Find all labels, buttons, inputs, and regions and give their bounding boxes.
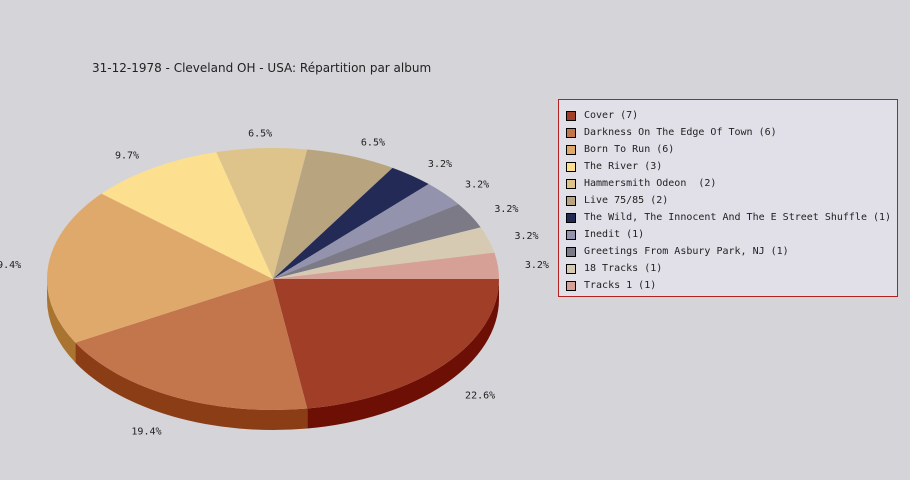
legend-item: 18 Tracks (1) — [566, 260, 897, 277]
legend-item: Live 75/85 (2) — [566, 192, 897, 209]
legend-swatch — [566, 127, 576, 138]
pie-slice-side — [75, 342, 308, 430]
legend-swatch — [566, 212, 576, 223]
legend-swatch — [566, 161, 576, 172]
legend-swatch — [566, 280, 576, 291]
legend-label: Tracks 1 (1) — [584, 280, 657, 291]
legend-label: Live 75/85 (2) — [584, 195, 669, 206]
legend-item: Inedit (1) — [566, 226, 897, 243]
legend-item: Born To Run (6) — [566, 141, 897, 158]
pie-labels: 22.6% 19.4% 19.4% 9.7% 6.5% 6.5% 3.2% 3.2% 3.2% 3… — [0, 128, 549, 437]
pie-slice-side — [307, 279, 499, 429]
pie-percent-label: 6.5% — [248, 128, 272, 139]
legend-label: Greetings From Asbury Park, NJ (1) — [584, 246, 789, 257]
pie-slice — [273, 227, 495, 279]
legend-label: The River (3) — [584, 161, 663, 172]
pie-percent-label: 19.4% — [131, 427, 161, 438]
pie-slice — [273, 167, 429, 279]
legend-label: Darkness On The Edge Of Town (6) — [584, 127, 777, 138]
legend-swatch — [566, 246, 576, 257]
pie-slice — [75, 279, 308, 410]
pie-slice — [47, 193, 273, 343]
pie-slice — [273, 184, 459, 279]
pie-tops — [47, 147, 499, 410]
legend-label: Born To Run (6) — [584, 144, 675, 155]
legend-swatch — [566, 229, 576, 240]
pie-percent-label: 6.5% — [361, 137, 385, 148]
pie-slice — [101, 152, 273, 279]
legend-item: The River (3) — [566, 158, 897, 175]
legend-item: Darkness On The Edge Of Town (6) — [566, 124, 897, 141]
legend-label: 18 Tracks (1) — [584, 263, 663, 274]
legend-label: Hammersmith Odeon (2) — [584, 178, 717, 189]
legend-label: The Wild, The Innocent And The E Street … — [584, 212, 892, 223]
pie-percent-label: 3.2% — [515, 231, 539, 242]
pie-slice — [216, 147, 308, 279]
legend-swatch — [566, 144, 576, 155]
pie-slice-side — [47, 279, 76, 363]
pie-slice — [273, 279, 499, 409]
legend: Cover (7) Darkness On The Edge Of Town (6… — [558, 99, 898, 297]
legend-swatch — [566, 195, 576, 206]
pie-percent-label: 3.2% — [525, 260, 549, 271]
legend-swatch — [566, 110, 576, 121]
legend-swatch — [566, 178, 576, 189]
legend-item: Tracks 1 (1) — [566, 277, 897, 294]
legend-item: Cover (7) — [566, 107, 897, 124]
pie-percent-label: 19.4% — [0, 260, 21, 271]
pie-percent-label: 3.2% — [428, 159, 452, 170]
legend-label: Inedit (1) — [584, 229, 645, 240]
pie-slice — [273, 149, 393, 279]
legend-label: Cover (7) — [584, 110, 639, 121]
pie-percent-label: 3.2% — [494, 204, 518, 215]
legend-item: Hammersmith Odeon (2) — [566, 175, 897, 192]
pie-slice — [273, 252, 499, 279]
legend-item: Greetings From Asbury Park, NJ (1) — [566, 243, 897, 260]
pie-slice — [273, 204, 481, 279]
legend-item: The Wild, The Innocent And The E Street … — [566, 209, 897, 226]
pie-sides — [47, 279, 499, 430]
pie-percent-label: 9.7% — [115, 150, 139, 161]
pie-percent-label: 22.6% — [465, 391, 495, 402]
chart-title: 31-12-1978 - Cleveland OH - USA: Réparti… — [92, 61, 432, 75]
legend-swatch — [566, 263, 576, 274]
pie-percent-label: 3.2% — [465, 179, 489, 190]
